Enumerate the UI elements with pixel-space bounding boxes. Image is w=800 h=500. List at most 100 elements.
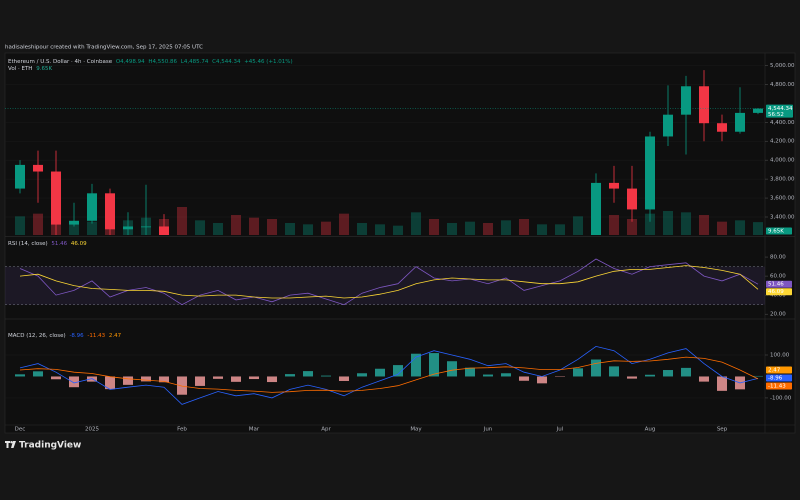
candle-body — [627, 188, 637, 210]
volume-bar — [519, 219, 529, 235]
histogram-bar — [393, 365, 403, 377]
volume-bar — [483, 223, 493, 235]
rsi-legend: RSI (14, close) 51.46 46.09 — [8, 241, 87, 247]
x-tick-label: Sep — [717, 427, 728, 433]
last-value-label: 51.46 — [768, 282, 784, 288]
volume-bar — [735, 220, 745, 235]
candle-body — [123, 226, 133, 230]
volume-bar — [501, 220, 511, 235]
volume-bar — [393, 225, 403, 235]
histogram-bar — [681, 367, 691, 377]
volume-bar — [69, 223, 79, 235]
x-tick-label: May — [410, 427, 422, 433]
y-tick-label: 40.00 — [770, 293, 786, 299]
volume-bar — [555, 224, 565, 235]
histogram-bar — [51, 376, 61, 380]
volume-bar — [663, 211, 673, 235]
volume-bar — [699, 215, 709, 235]
histogram-bar — [213, 376, 223, 379]
histogram-bar — [375, 368, 385, 377]
volume-bar — [357, 223, 367, 235]
histogram-bar — [483, 374, 493, 377]
y-tick-label: 4,800.00 — [770, 82, 795, 88]
histogram-bar — [195, 376, 205, 386]
macd-pane — [5, 345, 765, 405]
histogram-bar — [465, 367, 475, 377]
histogram-bar — [159, 376, 169, 383]
indicator-line — [19, 258, 759, 306]
histogram-bar — [537, 376, 547, 384]
last-value-label-box — [766, 280, 792, 288]
rsi-ma-value: 46.09 — [71, 241, 87, 247]
x-tick-label: Mar — [249, 427, 260, 433]
candle-body — [33, 164, 43, 172]
y-tick-label: 5,000.00 — [770, 63, 795, 69]
rsi-pane — [5, 258, 765, 306]
histogram-bar — [141, 376, 151, 382]
volume-bar — [177, 207, 187, 235]
volume-bar — [339, 213, 349, 235]
histogram-bar — [519, 376, 529, 381]
histogram-bar — [321, 375, 331, 377]
volume-bar — [645, 213, 655, 235]
rsi-band-fill — [5, 266, 765, 305]
volume-bar — [753, 222, 763, 235]
volume-bar — [447, 223, 457, 235]
rsi-title: RSI (14, close) — [8, 241, 48, 247]
ohlc-open: O4,498.94 — [116, 59, 145, 65]
indicator-line — [19, 265, 759, 299]
macd-value: -8.96 — [69, 333, 84, 339]
macd-legend: MACD (12, 26, close) -8.96 -11.43 2.47 — [8, 333, 122, 339]
candle-body — [681, 86, 691, 115]
histogram-bar — [627, 376, 637, 379]
volume-bar — [195, 220, 205, 235]
x-tick-label: Jul — [556, 427, 564, 433]
candle-body — [69, 220, 79, 225]
last-value-label: 46.09 — [768, 289, 784, 295]
x-tick-label: Jun — [483, 427, 493, 433]
candle-body — [591, 182, 601, 235]
histogram-bar — [285, 374, 295, 377]
histogram-bar — [663, 370, 673, 377]
indicator-line — [19, 345, 759, 405]
histogram-bar — [411, 353, 421, 377]
macd-title: MACD (12, 26, close) — [8, 333, 66, 339]
y-tick-label: 3,800.00 — [770, 177, 795, 183]
volume-bar — [609, 215, 619, 235]
candle-body — [141, 226, 151, 228]
volume-bar — [321, 221, 331, 235]
histogram-bar — [105, 376, 115, 390]
candle-body — [105, 193, 115, 230]
candle-body — [609, 182, 619, 189]
candle-body — [735, 112, 745, 132]
volume-bar — [717, 221, 727, 235]
ohlc-low: L4,485.74 — [181, 59, 209, 65]
candle-body — [87, 193, 97, 221]
volume-legend: Vol · ETH 9.65K — [8, 66, 52, 72]
volume-bar — [285, 223, 295, 235]
candle-body — [753, 108, 763, 113]
histogram-bar — [267, 376, 277, 383]
volume-bar — [537, 224, 547, 235]
histogram-bar — [69, 376, 79, 388]
y-tick-label: 80.00 — [770, 255, 786, 261]
histogram-value: 2.47 — [109, 333, 122, 339]
candle-body — [15, 164, 25, 189]
histogram-bar — [717, 376, 727, 391]
last-value-label: -11.43 — [768, 383, 786, 389]
volume-bar — [411, 212, 421, 235]
volume-last-label-box — [766, 227, 792, 235]
volume-bar — [681, 212, 691, 235]
histogram-bar — [303, 371, 313, 377]
histogram-bar — [231, 376, 241, 382]
candle-body — [159, 226, 169, 235]
logo-slash — [11, 441, 16, 448]
y-tick-label: 100.00 — [770, 353, 790, 359]
indicator-line — [19, 356, 759, 393]
histogram-bar — [645, 374, 655, 377]
x-tick-label: Feb — [177, 427, 187, 433]
candle-body — [645, 136, 655, 210]
last-value-label-box — [766, 374, 792, 382]
last-value-label: 2.47 — [768, 367, 781, 373]
